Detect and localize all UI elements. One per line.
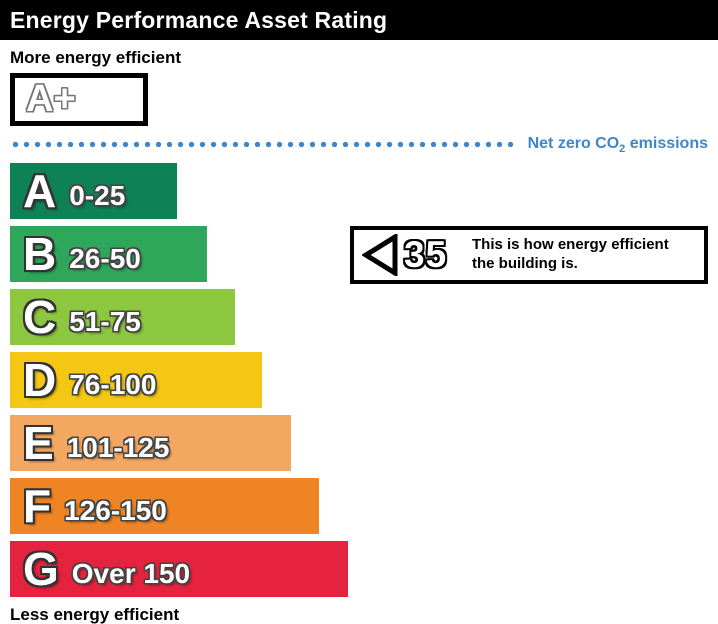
band-a-plus: A+ (10, 72, 148, 126)
band-letter: C (23, 290, 57, 343)
band-letter: B (23, 227, 57, 280)
less-efficient-label: Less energy efficient (10, 604, 180, 624)
band-letter: G (23, 542, 59, 595)
band-letter: A (23, 164, 57, 217)
rating-value: 35 (404, 234, 448, 276)
page-title: Energy Performance Asset Rating (10, 6, 388, 33)
band-bar-f: F 126-150 (10, 477, 319, 534)
band-bar-c: C 51-75 (10, 288, 235, 345)
band-bar-g: G Over 150 (10, 540, 348, 597)
co2-subscript: 2 (619, 142, 626, 155)
band-range: 0-25 (69, 179, 126, 211)
band-row: D 76-100 (10, 351, 708, 408)
band-letter: F (23, 479, 52, 532)
band-row: B 26-50 (10, 225, 708, 282)
band-bar-d: D 76-100 (10, 351, 262, 408)
band-range: 101-125 (66, 431, 170, 463)
band-range: 51-75 (69, 305, 141, 337)
band-rows: A 0-25 B 26-50 C 51-75 D 76-100 E 101-12… (10, 162, 708, 597)
band-row: A 0-25 (10, 162, 708, 219)
more-efficient-label: More energy efficient (10, 48, 181, 67)
rating-description: This is how energy efficient the buildin… (472, 235, 669, 272)
band-row: C 51-75 (10, 288, 708, 345)
band-range: 26-50 (69, 242, 141, 274)
band-range: 76-100 (69, 368, 157, 400)
band-bar-e: E 101-125 (10, 414, 291, 471)
band-letter: E (23, 416, 54, 469)
chart-area: More energy efficient A+ Net zero CO2 em… (0, 48, 718, 624)
band-range: Over 150 (71, 557, 191, 589)
band-a-plus-label: A+ (26, 78, 76, 121)
net-zero-row: Net zero CO2 emissions (10, 134, 708, 156)
band-row: F 126-150 (10, 477, 708, 534)
left-arrow-icon (362, 233, 398, 276)
band-bar-a: A 0-25 (10, 162, 177, 219)
net-zero-dotted-line (10, 141, 518, 149)
net-zero-label: Net zero CO2 emissions (527, 134, 708, 155)
band-range: 126-150 (64, 494, 167, 526)
band-row: E 101-125 (10, 414, 708, 471)
band-letter: D (23, 353, 57, 406)
band-bar-b: B 26-50 (10, 225, 207, 282)
rating-indicator: 35 This is how energy efficient the buil… (350, 225, 708, 284)
bands: A 0-25 B 26-50 C 51-75 D 76-100 E 101-12… (10, 162, 708, 597)
band-row: G Over 150 (10, 540, 708, 597)
header-bar: Energy Performance Asset Rating (0, 0, 718, 40)
